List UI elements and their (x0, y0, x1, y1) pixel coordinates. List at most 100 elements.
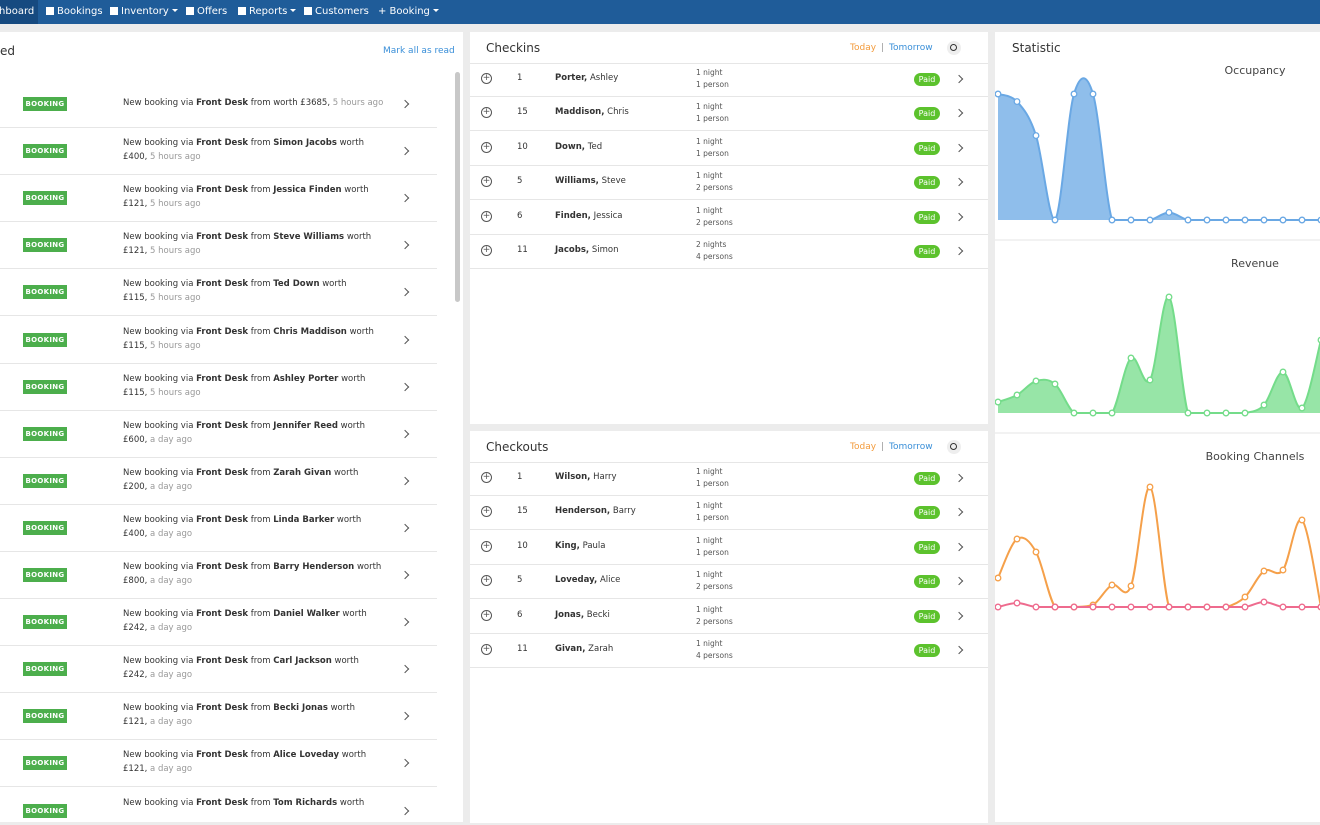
chevron[interactable] (401, 806, 409, 814)
chevron[interactable] (955, 75, 963, 83)
point (1223, 604, 1229, 610)
chevron[interactable] (401, 100, 409, 108)
nav-item[interactable]: Reports (238, 0, 296, 24)
point (1128, 604, 1134, 610)
booking-badge: BOOKING (23, 238, 67, 252)
chevron[interactable] (955, 178, 963, 186)
chevron[interactable] (955, 109, 963, 117)
chevron[interactable] (401, 477, 409, 485)
nav-item[interactable]: Offers (186, 0, 227, 24)
expand-button[interactable]: + (481, 506, 492, 517)
chevron[interactable] (955, 577, 963, 585)
notification-text: New booking via Front Desk from worth £3… (123, 98, 383, 108)
chevron[interactable] (401, 571, 409, 579)
expand-button[interactable]: + (481, 472, 492, 483)
text: from (251, 703, 271, 713)
point (1090, 91, 1096, 97)
point (1223, 410, 1229, 416)
persons: 4 persons (696, 252, 733, 261)
nights: 1 night (696, 171, 722, 180)
guest: Zarah Givan (273, 468, 331, 478)
row-separator (0, 739, 437, 740)
chevron[interactable] (401, 241, 409, 249)
guest: Carl Jackson (273, 656, 332, 666)
chevron[interactable] (955, 543, 963, 551)
expand-button[interactable]: + (481, 644, 492, 655)
expand-button[interactable]: + (481, 176, 492, 187)
scrollbar[interactable] (455, 72, 460, 302)
tab-tomorrow[interactable]: Tomorrow (889, 442, 933, 452)
chevron[interactable] (955, 247, 963, 255)
mark-all-read[interactable]: Mark all as read (383, 46, 455, 56)
nav-item[interactable]: Bookings (46, 0, 103, 24)
chevron[interactable] (401, 759, 409, 767)
last-name: Williams, (555, 176, 599, 186)
expand-button[interactable]: + (481, 73, 492, 84)
chevron[interactable] (955, 508, 963, 516)
text: from (251, 138, 271, 148)
chevron[interactable] (401, 524, 409, 532)
guest-name: Maddison, Chris (555, 107, 629, 117)
expand-button[interactable]: + (481, 142, 492, 153)
persons: 4 persons (696, 651, 733, 660)
nav-item[interactable]: Inventory (110, 0, 178, 24)
checkins-panel: CheckinsToday|Tomorrow+1Porter, Ashley1 … (470, 32, 988, 424)
point (1052, 604, 1058, 610)
chevron[interactable] (955, 144, 963, 152)
point (1147, 377, 1153, 383)
text: worth (340, 798, 364, 808)
channel: Front Desk (196, 798, 248, 808)
time: a day ago (150, 670, 192, 680)
chevron[interactable] (955, 646, 963, 654)
point (1280, 217, 1286, 223)
chevron[interactable] (401, 335, 409, 343)
text: worth (273, 98, 297, 108)
row-separator (470, 633, 988, 634)
channel: Front Desk (196, 656, 248, 666)
point (1166, 294, 1172, 300)
expand-button[interactable]: + (481, 107, 492, 118)
row-separator (0, 127, 437, 128)
chevron[interactable] (401, 382, 409, 390)
expand-button[interactable]: + (481, 575, 492, 586)
point (1090, 410, 1096, 416)
chevron[interactable] (401, 618, 409, 626)
persons: 2 persons (696, 617, 733, 626)
amount: £242, (123, 623, 147, 633)
text: worth (357, 562, 381, 572)
text: from (251, 656, 271, 666)
chevron[interactable] (401, 665, 409, 673)
tab-today[interactable]: Today (850, 43, 876, 53)
text: from (251, 98, 271, 108)
notification-meta: £600, a day ago (123, 435, 192, 445)
expand-button[interactable]: + (481, 610, 492, 621)
amount: £121, (123, 717, 147, 727)
text: New booking via (123, 750, 193, 760)
nav-item[interactable]: Customers (304, 0, 369, 24)
header-separator (470, 63, 988, 64)
nav-item[interactable]: + Booking (378, 0, 439, 24)
notification-text: New booking via Front Desk from Ted Down… (123, 279, 347, 289)
first-name: Chris (607, 107, 629, 117)
chevron[interactable] (955, 474, 963, 482)
search-button[interactable] (947, 440, 961, 454)
point (995, 604, 1001, 610)
chevron[interactable] (401, 712, 409, 720)
chevron[interactable] (955, 212, 963, 220)
expand-button[interactable]: + (481, 541, 492, 552)
expand-button[interactable]: + (481, 211, 492, 222)
tab-today[interactable]: Today (850, 442, 876, 452)
chevron[interactable] (401, 147, 409, 155)
nights: 1 night (696, 536, 722, 545)
chevron[interactable] (401, 429, 409, 437)
chevron[interactable] (955, 611, 963, 619)
room-number: 10 (517, 541, 528, 551)
tab-tomorrow[interactable]: Tomorrow (889, 43, 933, 53)
chevron[interactable] (401, 288, 409, 296)
nights: 1 night (696, 467, 722, 476)
search-button[interactable] (947, 41, 961, 55)
time: a day ago (150, 576, 192, 586)
expand-button[interactable]: + (481, 245, 492, 256)
nav-item[interactable]: Dashboard (0, 0, 34, 24)
chevron[interactable] (401, 194, 409, 202)
